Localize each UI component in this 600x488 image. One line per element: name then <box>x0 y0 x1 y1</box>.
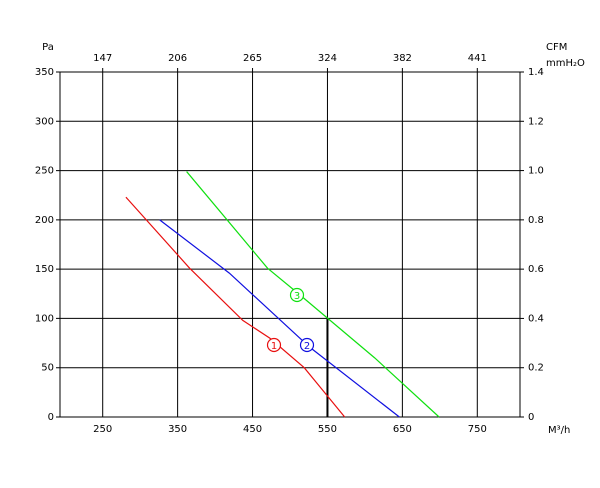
y2-axis-label: mmH₂O <box>546 58 585 69</box>
y2-tick-label: 1.4 <box>528 67 544 78</box>
x-tick-label: 350 <box>168 424 187 435</box>
y2-tick-label: 0.2 <box>528 363 544 374</box>
y-tick-label: 350 <box>35 67 54 78</box>
x2-tick-label: 441 <box>468 53 487 64</box>
y-tick-label: 200 <box>35 215 54 226</box>
x2-tick-label: 265 <box>243 53 262 64</box>
x2-tick-label: 382 <box>393 53 412 64</box>
y-tick-label: 50 <box>41 363 54 374</box>
y2-tick-label: 0 <box>528 412 534 423</box>
x2-tick-label: 147 <box>93 53 112 64</box>
y2-tick-label: 1.0 <box>528 166 544 177</box>
series-label: 2 <box>304 341 310 352</box>
x-tick-label: 750 <box>468 424 487 435</box>
y-tick-label: 250 <box>35 166 54 177</box>
series-label: 1 <box>271 341 277 352</box>
x2-tick-label: 324 <box>318 53 337 64</box>
series-line <box>125 196 346 418</box>
y2-tick-label: 0.6 <box>528 264 544 275</box>
y2-tick-label: 0.8 <box>528 215 544 226</box>
y-tick-label: 300 <box>35 116 54 127</box>
x2-axis-label: CFM <box>546 42 567 53</box>
series-label-circle <box>266 337 282 353</box>
x-tick-label: 450 <box>243 424 262 435</box>
x-tick-label: 650 <box>393 424 412 435</box>
x2-tick-label: 206 <box>168 53 187 64</box>
x-tick-label: 550 <box>318 424 337 435</box>
x-axis-label: M³/h <box>548 425 570 436</box>
series-line <box>159 219 400 418</box>
x-tick-label: 250 <box>93 424 112 435</box>
series-line <box>186 171 440 418</box>
y2-tick-label: 0.4 <box>528 313 544 324</box>
y-tick-label: 150 <box>35 264 54 275</box>
y-tick-label: 100 <box>35 313 54 324</box>
series-label-circle <box>289 287 305 303</box>
y2-tick-label: 1.2 <box>528 116 544 127</box>
series-label-circle <box>299 337 315 353</box>
series-label: 3 <box>294 291 300 302</box>
y-tick-label: 0 <box>48 412 54 423</box>
y-axis-label: Pa <box>42 42 54 53</box>
